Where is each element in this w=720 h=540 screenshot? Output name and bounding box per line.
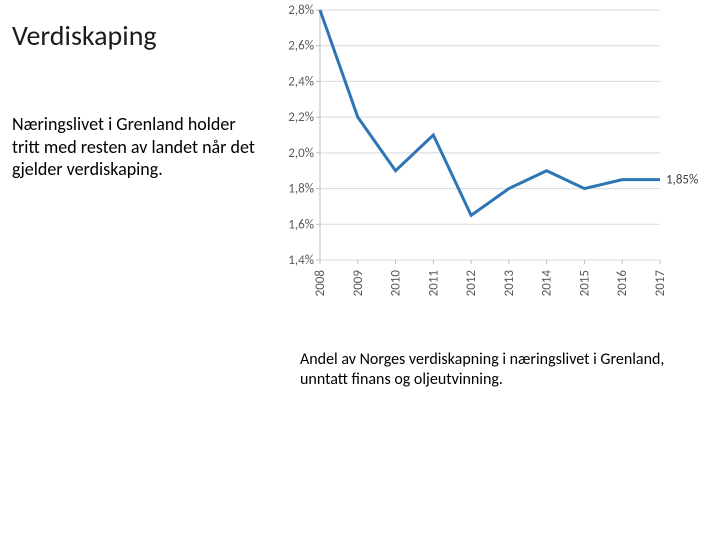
y-tick-label: 2,0% [288,146,314,161]
y-tick-label: 2,2% [288,110,314,125]
x-tick-label: 2012 [464,270,479,297]
x-tick-label: 2014 [540,270,555,297]
y-tick-label: 1,8% [288,182,314,197]
y-tick-label: 2,4% [288,74,314,89]
y-tick-label: 2,8% [288,3,314,18]
chart-caption: Andel av Norges verdiskapning i næringsl… [300,350,700,390]
series-line [320,10,660,215]
left-column: Verdiskaping Næringslivet i Grenland hol… [12,18,260,181]
line-chart: 1,4% 1,6% 1,8% 2,0% 2,2% 2,4% 2,6% 2,8% 2008 2009… [270,0,710,320]
y-tick-label: 1,4% [288,253,314,268]
x-tick-label: 2009 [351,270,366,297]
x-tick-label: 2016 [615,270,630,297]
series-end-label: 1,85% [666,173,698,188]
y-tick-label: 1,6% [288,217,314,232]
chart-svg: 1,4% 1,6% 1,8% 2,0% 2,2% 2,4% 2,6% 2,8% 2008 2009… [270,0,710,320]
x-tick-label: 2008 [313,270,328,297]
page-root: Verdiskaping Næringslivet i Grenland hol… [0,0,720,540]
x-tick-label: 2015 [577,270,592,296]
description-text: Næringslivet i Grenland holder tritt med… [12,113,260,181]
x-tick-label: 2010 [389,270,404,297]
x-tick-label: 2011 [426,270,441,296]
page-title: Verdiskaping [12,18,260,53]
y-tick-label: 2,6% [288,39,314,54]
x-tick-label: 2017 [653,270,668,297]
x-tick-label: 2013 [502,270,517,297]
